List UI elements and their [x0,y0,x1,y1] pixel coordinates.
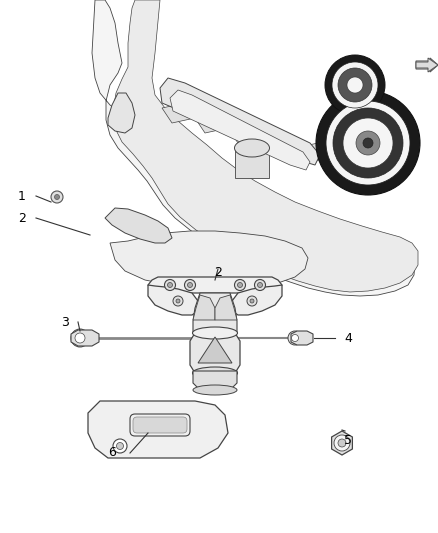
Circle shape [247,296,257,306]
Circle shape [316,91,420,195]
Circle shape [334,435,350,451]
Polygon shape [228,123,262,143]
Circle shape [333,108,403,178]
Circle shape [250,299,254,303]
Circle shape [176,299,180,303]
Circle shape [51,191,63,203]
Ellipse shape [192,327,237,339]
Polygon shape [190,333,240,373]
Polygon shape [215,295,237,320]
Polygon shape [108,93,135,133]
Circle shape [363,138,373,148]
Circle shape [187,282,192,287]
Polygon shape [148,277,282,293]
FancyBboxPatch shape [133,417,187,433]
Circle shape [326,101,410,185]
Polygon shape [105,208,172,243]
Circle shape [347,77,363,93]
Polygon shape [195,113,228,133]
Polygon shape [198,337,232,363]
Circle shape [117,442,124,449]
Polygon shape [295,143,328,163]
Text: 5: 5 [344,433,352,447]
Text: 3: 3 [61,316,69,328]
Polygon shape [148,285,198,315]
Circle shape [254,279,265,290]
Circle shape [113,439,127,453]
Circle shape [237,282,243,287]
Polygon shape [193,293,237,333]
Polygon shape [193,295,215,320]
Polygon shape [162,103,195,123]
Circle shape [258,282,262,287]
Circle shape [173,296,183,306]
Circle shape [165,279,176,290]
Circle shape [75,333,85,343]
Polygon shape [291,331,313,345]
Ellipse shape [193,385,237,395]
Polygon shape [71,330,99,346]
Circle shape [338,68,372,102]
Polygon shape [193,371,237,393]
Circle shape [292,335,299,342]
Circle shape [332,62,378,108]
Ellipse shape [192,367,237,379]
Polygon shape [110,231,308,289]
Circle shape [167,282,173,287]
Polygon shape [232,285,282,315]
Polygon shape [170,90,310,170]
Circle shape [71,329,89,347]
FancyBboxPatch shape [130,414,190,436]
Text: 6: 6 [108,447,116,459]
Circle shape [338,439,346,447]
Circle shape [356,131,380,155]
Circle shape [234,279,246,290]
Polygon shape [416,58,438,72]
Polygon shape [235,148,269,178]
Text: 2: 2 [18,212,26,224]
Polygon shape [262,133,295,153]
Polygon shape [92,0,415,296]
Polygon shape [160,78,320,165]
Circle shape [184,279,195,290]
Text: 4: 4 [344,332,352,344]
Polygon shape [88,401,228,458]
Text: 2: 2 [214,265,222,279]
Text: 1: 1 [18,190,26,203]
Circle shape [325,55,385,115]
Circle shape [288,331,302,345]
Ellipse shape [234,139,269,157]
Circle shape [343,118,393,168]
Circle shape [54,195,60,199]
Polygon shape [416,58,438,72]
Polygon shape [113,0,418,292]
